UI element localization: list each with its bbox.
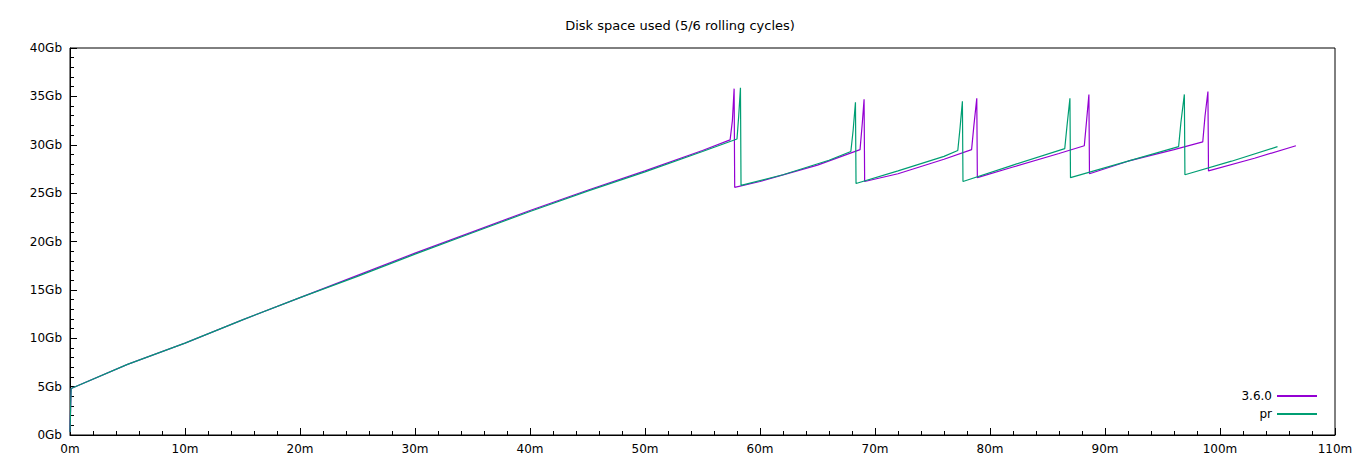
svg-text:110m: 110m — [1318, 442, 1353, 456]
svg-text:10Gb: 10Gb — [30, 331, 62, 345]
svg-text:20Gb: 20Gb — [30, 235, 62, 249]
svg-text:80m: 80m — [977, 442, 1004, 456]
svg-text:20m: 20m — [287, 442, 314, 456]
svg-text:0m: 0m — [60, 442, 79, 456]
svg-text:60m: 60m — [747, 442, 774, 456]
svg-text:30m: 30m — [402, 442, 429, 456]
svg-text:35Gb: 35Gb — [30, 89, 62, 103]
svg-text:3.6.0: 3.6.0 — [1241, 389, 1272, 403]
svg-text:Disk space used (5/6 rolling c: Disk space used (5/6 rolling cycles) — [565, 18, 795, 33]
svg-text:100m: 100m — [1203, 442, 1238, 456]
svg-text:15Gb: 15Gb — [30, 283, 62, 297]
svg-text:50m: 50m — [632, 442, 659, 456]
svg-text:0Gb: 0Gb — [37, 428, 62, 442]
svg-text:30Gb: 30Gb — [30, 138, 62, 152]
svg-text:40m: 40m — [517, 442, 544, 456]
svg-text:pr: pr — [1259, 407, 1272, 421]
svg-text:10m: 10m — [172, 442, 199, 456]
svg-text:25Gb: 25Gb — [30, 186, 62, 200]
svg-text:40Gb: 40Gb — [30, 41, 62, 55]
svg-text:90m: 90m — [1092, 442, 1119, 456]
svg-text:5Gb: 5Gb — [37, 380, 62, 394]
svg-text:70m: 70m — [862, 442, 889, 456]
